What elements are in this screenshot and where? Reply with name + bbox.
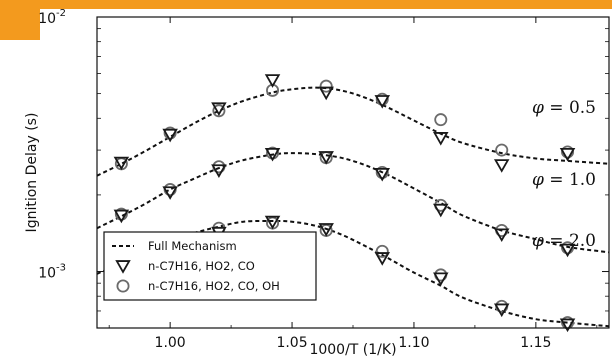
x-tick-label: 1.00: [155, 335, 186, 351]
y-axis-ticks: 10-3 10-2: [38, 8, 609, 329]
legend-label-2: n-C7H16, HO2, CO, OH: [148, 279, 280, 293]
x-axis-title: 1000/T (1/K): [309, 342, 396, 358]
corner-banner-tab: [0, 0, 40, 40]
legend: Full Mechanism n-C7H16, HO2, CO n-C7H16, H…: [103, 231, 317, 301]
equivalence-ratio-labels: φ = 0.5 φ = 1.0 φ = 2.0: [532, 98, 596, 251]
phi-label-1: φ = 1.0: [532, 170, 596, 190]
circle-marker-g0-7: [495, 143, 509, 157]
triangle-marker-g1-8: [559, 243, 576, 258]
circle-marker-g0-8: [561, 145, 575, 159]
triangle-marker-g0-8: [559, 147, 576, 162]
top-banner-band: [0, 0, 612, 9]
triangle-marker-g1-2: [211, 164, 227, 178]
legend-swatch-circle: [116, 279, 130, 293]
circle-marker-g0-6: [434, 113, 448, 127]
circle-marker-g1-8: [561, 241, 575, 255]
y-axis-title: Ignition Delay (s): [24, 113, 40, 233]
x-tick-label: 1.15: [520, 335, 551, 351]
legend-box: [103, 231, 317, 301]
x-tick-label: 1.10: [398, 335, 429, 351]
triangle-marker-g0-2: [211, 102, 227, 116]
triangle-marker-g1-5: [374, 167, 391, 182]
triangle-marker-g0-5: [374, 95, 391, 109]
triangle-marker-g2-7: [493, 303, 510, 318]
triangle-marker-g2-4: [318, 223, 334, 237]
triangle-marker-g1-3: [264, 147, 281, 162]
triangle-marker-g2-8: [559, 318, 576, 333]
triangle-marker-g1-7: [493, 228, 510, 243]
triangle-marker-g1-0: [113, 209, 130, 224]
full-mechanism-curve-1: [97, 152, 609, 254]
triangle-marker-g1-6: [433, 203, 449, 218]
circle-marker-g0-2: [212, 104, 226, 118]
circle-marker-g2-5: [375, 244, 389, 258]
y-tick-label: 10-2: [38, 8, 66, 27]
circle-marker-g0-5: [375, 92, 389, 106]
legend-label-1: n-C7H16, HO2, CO: [148, 259, 255, 273]
legend-label-0: Full Mechanism: [148, 239, 237, 253]
x-axis-ticks: 1.00 1.05 1.10 1.15: [108, 17, 598, 351]
triangle-marker-g2-6: [433, 272, 449, 287]
x-tick-label: 1.05: [276, 335, 307, 351]
triangle-marker-g0-4: [318, 86, 334, 101]
legend-swatch-triangle: [115, 260, 131, 274]
circle-marker-g0-4: [319, 79, 333, 93]
phi-label-2: φ = 2.0: [532, 231, 596, 251]
triangle-marker-g0-7: [493, 159, 510, 173]
triangle-marker-g0-0: [113, 156, 130, 171]
triangle-marker-g2-3: [264, 215, 281, 230]
triangle-marker-g1-1: [162, 186, 178, 200]
y-tick-label: 10-3: [38, 263, 66, 282]
circle-marker-g2-7: [495, 299, 509, 313]
triangle-marker-g1-4: [318, 151, 334, 165]
triangle-marker-g0-3: [264, 74, 281, 88]
triangle-marker-g2-5: [374, 252, 391, 266]
triangle-marker-g0-6: [433, 132, 449, 146]
circle-marker-g0-1: [163, 126, 177, 140]
triangle-marker-g0-1: [162, 128, 178, 143]
phi-label-0: φ = 0.5: [532, 98, 596, 118]
